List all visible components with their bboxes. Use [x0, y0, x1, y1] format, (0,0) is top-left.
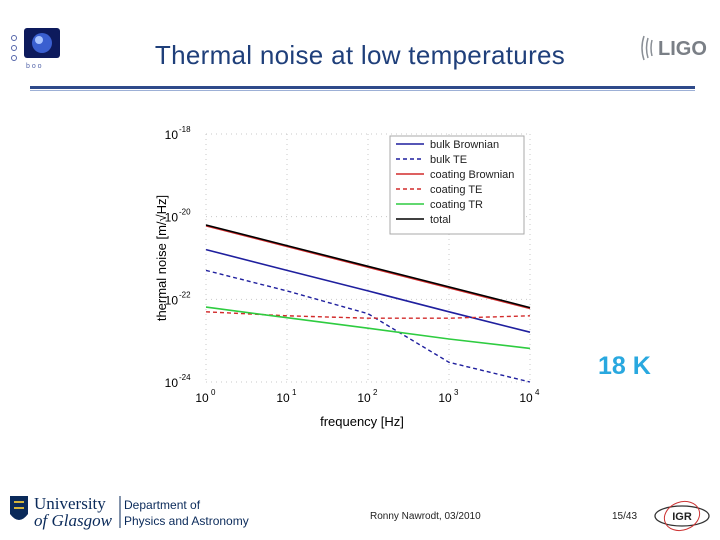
x-tick-exponent-2: 2 — [373, 388, 378, 397]
university-line-1: University — [34, 494, 106, 513]
et-logo: b o o — [11, 28, 60, 70]
series-line-coating-tr — [205, 306, 531, 350]
y-tick-label-1: 10 — [165, 211, 179, 225]
title-rule — [30, 86, 695, 89]
department-line-1: Department of — [124, 498, 201, 512]
igr-logo-text: IGR — [672, 511, 692, 523]
igr-logo: IGR — [654, 500, 710, 532]
x-axis-label: frequency [Hz] — [320, 414, 404, 429]
ligo-logo: LIGO — [641, 35, 707, 61]
y-tick-exponent-3: -24 — [179, 373, 191, 382]
department-line-2: Physics and Astronomy — [124, 514, 249, 528]
ligo-logo-text: LIGO — [658, 38, 707, 60]
footer-author-date: Ronny Nawrodt, 03/2010 — [370, 511, 481, 522]
footer-page-number: 15/43 — [612, 511, 638, 522]
x-tick-label-3: 10 — [438, 391, 452, 405]
legend: bulk Brownian bulk TE coating Brownian coat… — [389, 135, 525, 235]
legend-label-4: coating TR — [430, 199, 483, 211]
x-tick-exponent-4: 4 — [535, 388, 540, 397]
university-line-2: of Glasgow — [34, 511, 113, 530]
legend-label-3: coating TE — [430, 184, 482, 196]
series-line-bulk-te — [205, 269, 531, 383]
svg-text:b o o: b o o — [26, 63, 42, 70]
x-tick-exponent-3: 3 — [454, 388, 459, 397]
legend-label-5: total — [430, 214, 451, 226]
legend-box — [389, 135, 525, 235]
x-tick-label-2: 10 — [357, 391, 371, 405]
series-line-bulk-brownian — [205, 248, 531, 333]
slide-title: Thermal noise at low temperatures — [154, 40, 566, 70]
legend-label-2: coating Brownian — [430, 169, 514, 181]
x-tick-label-0: 10 — [195, 391, 209, 405]
x-tick-exponent-0: 0 — [211, 388, 216, 397]
y-tick-label-3: 10 — [165, 376, 179, 390]
y-axis-label: thermal noise [m/√Hz] — [154, 195, 169, 321]
series-line-coating-te — [205, 311, 531, 319]
x-tick-label-1: 10 — [276, 391, 290, 405]
series-lines — [205, 224, 531, 383]
university-of-glasgow-logo: University of Glasgow Department of Phys… — [10, 494, 249, 530]
legend-label-1: bulk TE — [430, 154, 467, 166]
y-tick-exponent-0: -18 — [179, 125, 191, 134]
x-tick-exponent-1: 1 — [292, 388, 297, 397]
y-tick-exponent-1: -20 — [179, 208, 191, 217]
y-tick-exponent-2: -22 — [179, 290, 191, 299]
y-tick-label-0: 10 — [165, 128, 179, 142]
series-line-total — [205, 224, 531, 309]
temperature-label: 18 K — [598, 352, 651, 380]
legend-label-0: bulk Brownian — [430, 139, 499, 151]
series-line-coating-brownian — [205, 225, 531, 310]
x-tick-label-4: 10 — [519, 391, 533, 405]
title-rule-light — [30, 90, 695, 91]
y-tick-label-2: 10 — [165, 293, 179, 307]
